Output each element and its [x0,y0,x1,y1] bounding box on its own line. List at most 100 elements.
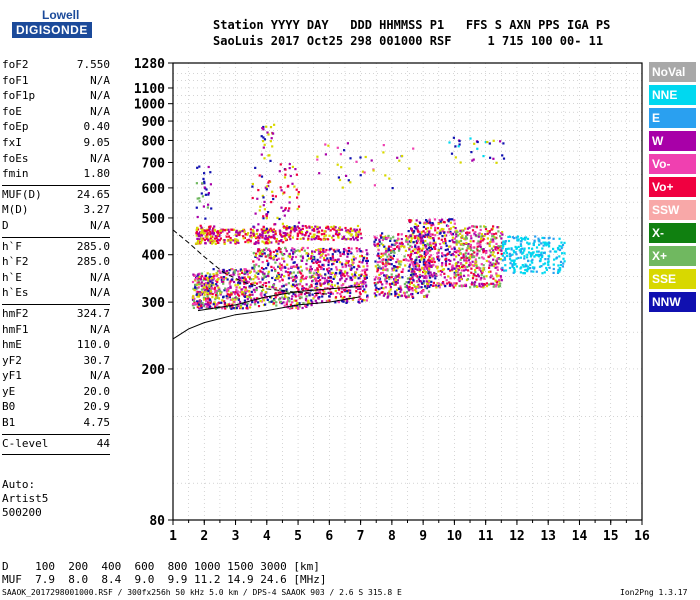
data-point [269,255,273,258]
data-point [213,228,216,231]
data-point [283,214,286,217]
data-point [214,305,217,308]
data-point [500,247,503,250]
data-point [330,247,333,250]
data-point [351,298,354,301]
data-point [485,259,488,263]
data-point [387,258,390,261]
data-point [216,234,219,237]
data-point [321,295,324,298]
data-point [214,242,217,245]
data-point [313,258,316,261]
data-point [243,292,246,295]
data-point [552,247,555,250]
data-point [295,188,298,191]
data-point [377,288,380,291]
data-point [341,297,344,300]
data-point [206,291,209,294]
data-point [449,259,452,262]
data-point [323,232,326,235]
data-point [305,295,308,298]
data-point [545,244,548,247]
data-point [497,274,500,277]
data-point [248,290,251,293]
data-point [374,276,377,279]
data-point [464,268,467,271]
data-point [496,266,499,269]
data-point [289,307,292,310]
data-point [195,228,198,231]
data-point [328,295,331,298]
data-point [476,285,479,288]
data-point [255,232,259,235]
data-point [263,138,266,141]
data-point [270,137,273,140]
data-point [320,233,323,236]
data-point [199,278,202,281]
data-point [318,226,321,229]
data-point [425,287,429,290]
data-point [211,293,214,296]
data-point [206,295,209,298]
data-point [340,269,343,272]
data-point [282,209,285,213]
data-point [238,286,241,289]
data-point [549,250,552,253]
data-point [457,261,460,264]
data-point [327,253,330,256]
data-point [263,231,266,234]
data-point [334,258,337,262]
data-point [216,241,219,244]
param-label: D [2,218,9,232]
data-point [396,239,399,242]
data-point [488,264,491,267]
data-point [201,291,204,294]
param-value: 44 [96,436,110,450]
data-point [516,235,520,238]
data-point [429,241,432,244]
data-point [418,230,421,233]
data-point [197,239,200,242]
data-point [196,215,199,219]
data-point [420,286,423,289]
data-point [445,257,448,260]
data-point [392,254,395,257]
data-point [327,259,330,262]
data-point [263,200,266,203]
data-point [378,276,381,279]
param-value: N/A [90,369,110,383]
data-point [213,301,216,304]
data-point [338,226,342,229]
data-point [489,270,492,273]
data-point [191,280,195,284]
data-point [462,243,465,247]
data-point [198,232,201,235]
data-point [271,286,274,289]
data-point [283,234,286,237]
data-point [373,278,376,281]
auto-info: Auto: Artist5 500200 [2,478,48,520]
data-point [492,245,495,248]
data-point [234,297,237,300]
data-point [420,239,423,242]
data-point [223,303,226,306]
data-point [203,277,206,280]
data-point [408,240,411,243]
data-point [503,258,506,261]
data-point [382,236,385,239]
data-point [340,228,344,231]
data-point [257,301,260,304]
data-point [209,298,212,301]
data-point [501,242,504,245]
data-point [452,136,455,139]
data-point [552,263,555,266]
y-tick-label: 300 [142,296,166,311]
data-point [246,233,249,236]
data-point [263,248,266,252]
data-point [487,270,491,274]
data-point [402,258,405,261]
data-point [366,252,369,255]
data-point [437,249,440,252]
data-point [261,231,264,234]
data-point [347,179,350,182]
